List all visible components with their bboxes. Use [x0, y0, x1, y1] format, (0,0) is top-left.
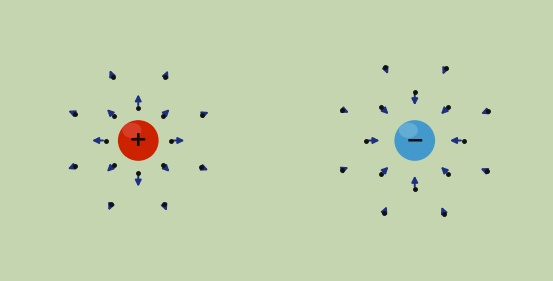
Ellipse shape: [394, 120, 435, 161]
Ellipse shape: [122, 123, 142, 138]
Ellipse shape: [399, 123, 418, 138]
Ellipse shape: [118, 120, 159, 161]
Text: −: −: [405, 130, 424, 151]
Text: +: +: [129, 130, 148, 151]
